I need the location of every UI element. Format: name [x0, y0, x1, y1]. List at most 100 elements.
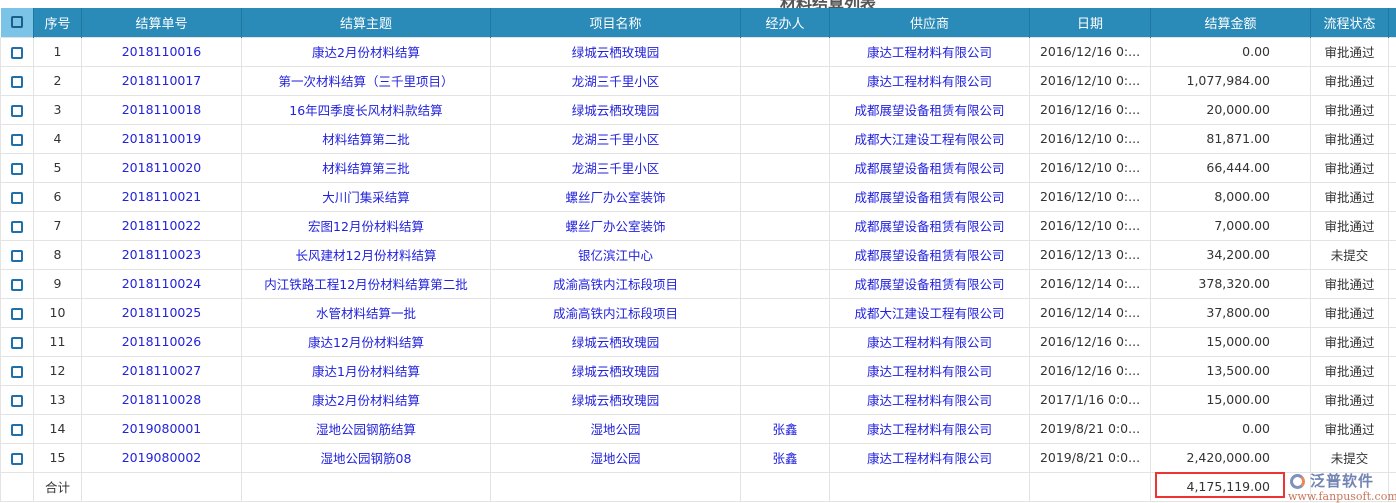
cell-settlement-no[interactable]: 2018110023: [81, 239, 242, 270]
table-row[interactable]: 6 2018110021 大川门集采结算 螺丝厂办公室装饰 成都展望设备租赁有限公司 20…: [0, 181, 1396, 212]
column-header-status[interactable]: 流程状态: [1310, 8, 1389, 37]
table-row[interactable]: 3 2018110018 16年四季度长风材料款结算 绿城云栖玫瑰园 成都展望设备租赁有…: [0, 94, 1396, 125]
table-row[interactable]: 8 2018110023 长风建材12月份材料结算 银亿滨江中心 成都展望设备租赁有限公…: [0, 239, 1396, 270]
table-row[interactable]: 9 2018110024 内江铁路工程12月份材料结算第二批 成渝高铁内江标段项目 成都…: [0, 268, 1396, 299]
cell-settlement-no[interactable]: 2018110021: [81, 181, 242, 212]
cell-supplier[interactable]: 康达工程材料有限公司: [829, 326, 1030, 357]
cell-supplier[interactable]: 成都大江建设工程有限公司: [829, 123, 1030, 154]
row-checkbox[interactable]: [11, 365, 23, 378]
cell-settlement-no[interactable]: 2018110017: [81, 65, 242, 96]
row-select-cell[interactable]: [0, 413, 34, 444]
column-header-supplier[interactable]: 供应商: [829, 8, 1030, 37]
cell-project[interactable]: 龙湖三千里小区: [490, 65, 741, 96]
cell-supplier[interactable]: 康达工程材料有限公司: [829, 384, 1030, 415]
row-select-cell[interactable]: [0, 94, 34, 125]
column-header-amount[interactable]: 结算金额: [1150, 8, 1311, 37]
cell-supplier[interactable]: 康达工程材料有限公司: [829, 413, 1030, 444]
cell-settlement-no[interactable]: 2018110016: [81, 36, 242, 67]
cell-supplier[interactable]: 成都展望设备租赁有限公司: [829, 152, 1030, 183]
cell-project[interactable]: 成渝高铁内江标段项目: [490, 268, 741, 299]
row-select-cell[interactable]: [0, 181, 34, 212]
cell-supplier[interactable]: 康达工程材料有限公司: [829, 355, 1030, 386]
cell-subject[interactable]: 内江铁路工程12月份材料结算第二批: [241, 268, 491, 299]
cell-supplier[interactable]: 成都展望设备租赁有限公司: [829, 181, 1030, 212]
cell-supplier[interactable]: 成都展望设备租赁有限公司: [829, 239, 1030, 270]
table-row[interactable]: 4 2018110019 材料结算第二批 龙湖三千里小区 成都大江建设工程有限公司 201…: [0, 123, 1396, 154]
cell-subject[interactable]: 湿地公园钢筋结算: [241, 413, 491, 444]
cell-subject[interactable]: 水管材料结算一批: [241, 297, 491, 328]
row-checkbox[interactable]: [11, 133, 23, 146]
row-checkbox[interactable]: [11, 249, 23, 262]
row-checkbox[interactable]: [11, 46, 23, 59]
cell-supplier[interactable]: 康达工程材料有限公司: [829, 65, 1030, 96]
row-checkbox[interactable]: [11, 394, 23, 407]
row-select-cell[interactable]: [0, 297, 34, 328]
row-checkbox[interactable]: [11, 220, 23, 233]
row-checkbox[interactable]: [11, 278, 23, 291]
cell-handler[interactable]: 张鑫: [740, 413, 830, 444]
cell-project[interactable]: 绿城云栖玫瑰园: [490, 384, 741, 415]
cell-project[interactable]: 成渝高铁内江标段项目: [490, 297, 741, 328]
cell-supplier[interactable]: 康达工程材料有限公司: [829, 36, 1030, 67]
table-row[interactable]: 5 2018110020 材料结算第三批 龙湖三千里小区 成都展望设备租赁有限公司 201…: [0, 152, 1396, 183]
cell-project[interactable]: 银亿滨江中心: [490, 239, 741, 270]
cell-project[interactable]: 湿地公园: [490, 413, 741, 444]
table-row[interactable]: 15 2019080002 湿地公园钢筋08 湿地公园 张鑫 康达工程材料有限公司 2019…: [0, 442, 1396, 473]
cell-supplier[interactable]: 康达工程材料有限公司: [829, 442, 1030, 473]
table-row[interactable]: 10 2018110025 水管材料结算一批 成渝高铁内江标段项目 成都大江建设工程有限…: [0, 297, 1396, 328]
cell-subject[interactable]: 材料结算第三批: [241, 152, 491, 183]
cell-settlement-no[interactable]: 2018110024: [81, 268, 242, 299]
row-select-cell[interactable]: [0, 268, 34, 299]
cell-project[interactable]: 绿城云栖玫瑰园: [490, 355, 741, 386]
table-row[interactable]: 1 2018110016 康达2月份材料结算 绿城云栖玫瑰园 康达工程材料有限公司 201…: [0, 36, 1396, 67]
table-row[interactable]: 14 2019080001 湿地公园钢筋结算 湿地公园 张鑫 康达工程材料有限公司 2019…: [0, 413, 1396, 444]
row-checkbox[interactable]: [11, 191, 23, 204]
row-select-cell[interactable]: [0, 65, 34, 96]
table-row[interactable]: 12 2018110027 康达1月份材料结算 绿城云栖玫瑰园 康达工程材料有限公司 20…: [0, 355, 1396, 386]
row-select-cell[interactable]: [0, 384, 34, 415]
row-select-cell[interactable]: [0, 123, 34, 154]
cell-subject[interactable]: 材料结算第二批: [241, 123, 491, 154]
row-select-cell[interactable]: [0, 36, 34, 67]
cell-settlement-no[interactable]: 2018110018: [81, 94, 242, 125]
cell-project[interactable]: 龙湖三千里小区: [490, 123, 741, 154]
table-row[interactable]: 2 2018110017 第一次材料结算（三千里项目） 龙湖三千里小区 康达工程材料有限…: [0, 65, 1396, 96]
cell-subject[interactable]: 康达12月份材料结算: [241, 326, 491, 357]
cell-supplier[interactable]: 成都展望设备租赁有限公司: [829, 268, 1030, 299]
cell-subject[interactable]: 宏图12月份材料结算: [241, 210, 491, 241]
cell-project[interactable]: 螺丝厂办公室装饰: [490, 210, 741, 241]
row-select-cell[interactable]: [0, 210, 34, 241]
cell-handler[interactable]: 张鑫: [740, 442, 830, 473]
row-select-cell[interactable]: [0, 239, 34, 270]
cell-settlement-no[interactable]: 2019080002: [81, 442, 242, 473]
cell-project[interactable]: 绿城云栖玫瑰园: [490, 94, 741, 125]
row-checkbox[interactable]: [11, 452, 23, 465]
row-select-cell[interactable]: [0, 326, 34, 357]
table-row[interactable]: 13 2018110028 康达2月份材料结算 绿城云栖玫瑰园 康达工程材料有限公司 20…: [0, 384, 1396, 415]
cell-subject[interactable]: 第一次材料结算（三千里项目）: [241, 65, 491, 96]
column-header-subject[interactable]: 结算主题: [241, 8, 491, 37]
row-checkbox[interactable]: [11, 75, 23, 88]
column-header-handler[interactable]: 经办人: [740, 8, 830, 37]
column-header-date[interactable]: 日期: [1029, 8, 1151, 37]
row-checkbox[interactable]: [11, 307, 23, 320]
cell-settlement-no[interactable]: 2018110028: [81, 384, 242, 415]
cell-subject[interactable]: 长风建材12月份材料结算: [241, 239, 491, 270]
table-row[interactable]: 7 2018110022 宏图12月份材料结算 螺丝厂办公室装饰 成都展望设备租赁有限公…: [0, 210, 1396, 241]
table-row[interactable]: 11 2018110026 康达12月份材料结算 绿城云栖玫瑰园 康达工程材料有限公司 2…: [0, 326, 1396, 357]
select-all-checkbox[interactable]: [10, 16, 23, 29]
row-checkbox[interactable]: [11, 162, 23, 175]
row-checkbox[interactable]: [11, 336, 23, 349]
cell-subject[interactable]: 康达1月份材料结算: [241, 355, 491, 386]
column-header-project[interactable]: 项目名称: [490, 8, 741, 37]
row-checkbox[interactable]: [11, 423, 23, 436]
cell-subject[interactable]: 大川门集采结算: [241, 181, 491, 212]
cell-supplier[interactable]: 成都大江建设工程有限公司: [829, 297, 1030, 328]
cell-project[interactable]: 螺丝厂办公室装饰: [490, 181, 741, 212]
cell-settlement-no[interactable]: 2018110022: [81, 210, 242, 241]
select-all-header[interactable]: [0, 8, 34, 37]
cell-subject[interactable]: 康达2月份材料结算: [241, 384, 491, 415]
cell-project[interactable]: 湿地公园: [490, 442, 741, 473]
column-header-seq[interactable]: 序号: [33, 8, 82, 37]
cell-settlement-no[interactable]: 2018110027: [81, 355, 242, 386]
